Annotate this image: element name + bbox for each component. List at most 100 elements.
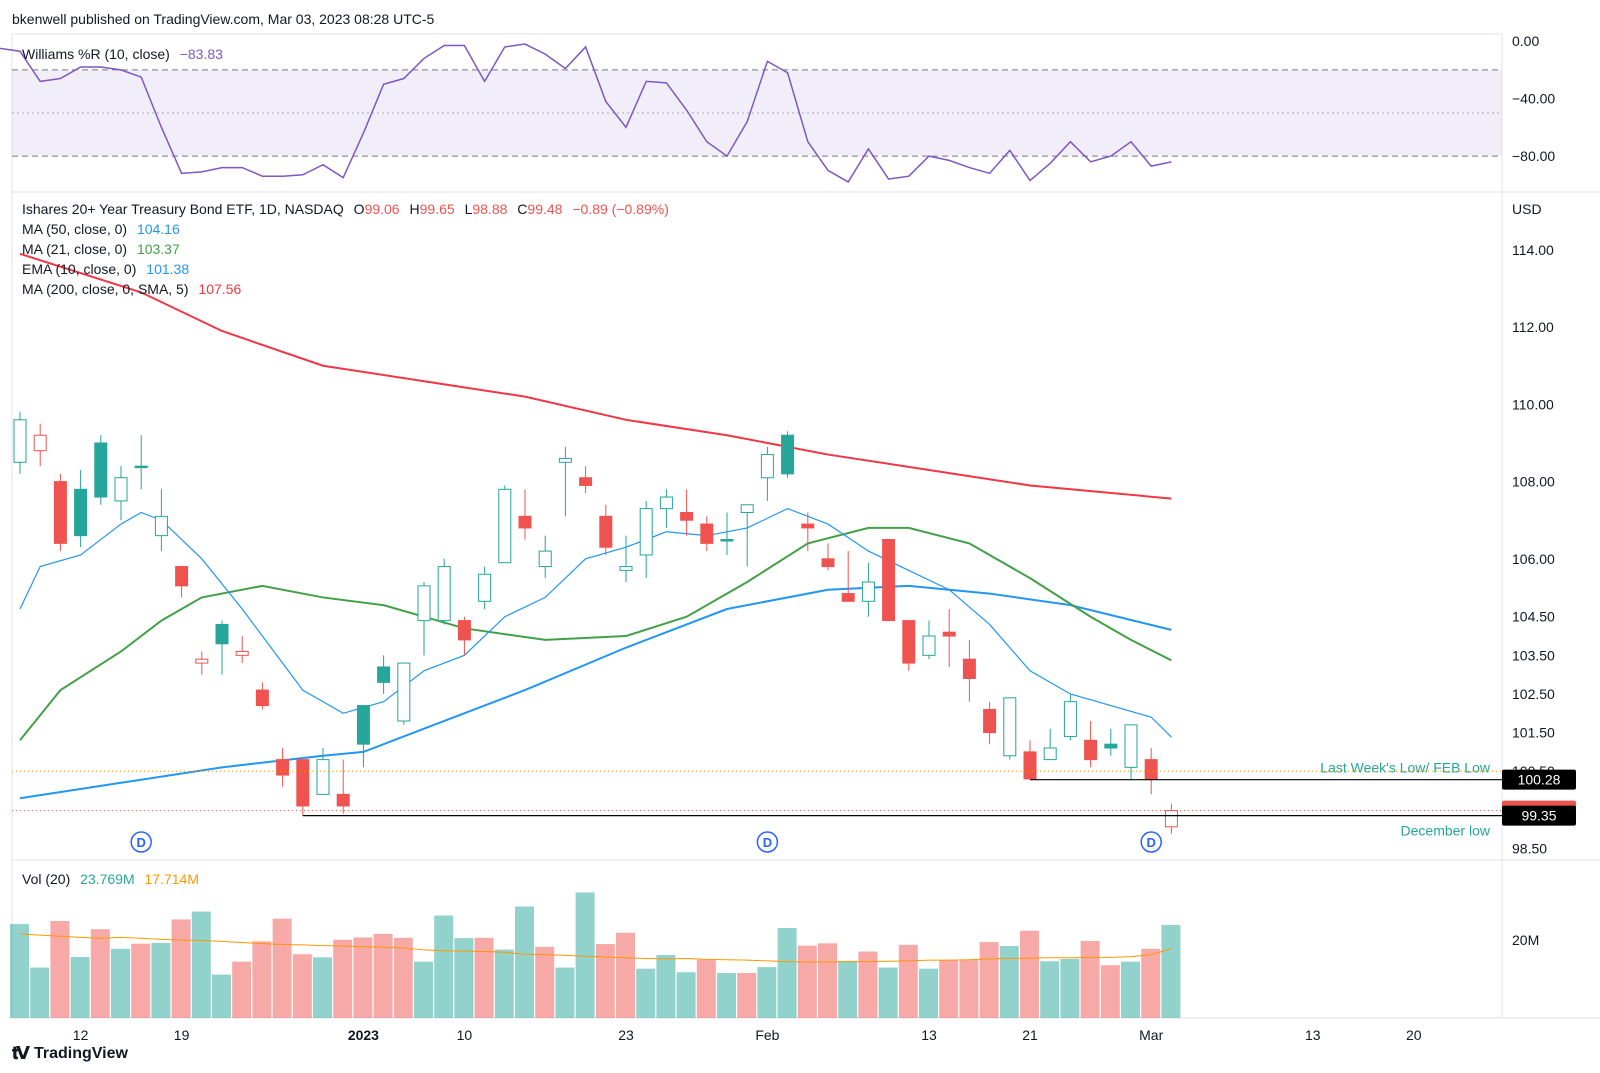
candle[interactable] (1084, 720, 1098, 768)
ma200-legend[interactable]: MA (200, close, 0, SMA, 5) 107.56 (22, 281, 241, 297)
candle[interactable] (175, 566, 189, 598)
candle[interactable] (255, 682, 269, 710)
volume-bar[interactable] (252, 941, 272, 1018)
volume-bar[interactable] (1040, 961, 1060, 1018)
candle[interactable] (235, 636, 249, 664)
ema10-line[interactable] (19, 507, 1172, 738)
candle[interactable] (215, 620, 229, 675)
ma21-line[interactable] (19, 526, 1172, 741)
dividend-marker[interactable]: D (1140, 831, 1162, 853)
volume-bar[interactable] (676, 972, 696, 1018)
candle[interactable] (942, 609, 956, 667)
volume-bar[interactable] (212, 974, 231, 1018)
volume-bar[interactable] (232, 961, 252, 1018)
candle[interactable] (579, 466, 593, 494)
volume-bar[interactable] (1020, 930, 1039, 1018)
volume-bar[interactable] (1100, 965, 1120, 1018)
volume-bar[interactable] (50, 920, 70, 1018)
volume-bar[interactable] (272, 918, 292, 1018)
volume-bar[interactable] (595, 944, 615, 1018)
ma50-line[interactable] (19, 584, 1172, 800)
candle[interactable] (53, 473, 67, 552)
ma50-legend[interactable]: MA (50, close, 0) 104.16 (22, 221, 180, 237)
volume-bar[interactable] (454, 938, 474, 1018)
volume-bar[interactable] (30, 967, 50, 1018)
volume-bar[interactable] (333, 939, 353, 1018)
volume-bar[interactable] (414, 961, 433, 1018)
candle[interactable] (1023, 740, 1037, 780)
ma21-legend[interactable]: MA (21, close, 0) 103.37 (22, 241, 180, 257)
candle[interactable] (538, 535, 552, 579)
volume-bar[interactable] (474, 937, 494, 1018)
candle[interactable] (518, 489, 532, 540)
volume-bar[interactable] (858, 951, 878, 1019)
candle[interactable] (1043, 728, 1057, 761)
candle[interactable] (1144, 748, 1158, 795)
volume-bar[interactable] (70, 956, 90, 1018)
candle[interactable] (498, 485, 512, 564)
candle[interactable] (599, 504, 613, 555)
williams-legend[interactable]: Williams %R (10, close) −83.83 (22, 46, 223, 62)
volume-bar[interactable] (292, 954, 312, 1018)
candle[interactable] (276, 748, 290, 787)
dividend-marker[interactable]: D (130, 831, 152, 853)
candle[interactable] (619, 535, 633, 582)
candle[interactable] (700, 516, 714, 552)
candle[interactable] (801, 512, 815, 552)
candlestick-series[interactable] (13, 412, 1178, 834)
candle[interactable] (457, 616, 471, 656)
volume-bar[interactable] (717, 973, 736, 1018)
candle[interactable] (1164, 804, 1178, 834)
candle[interactable] (680, 489, 694, 536)
volume-bar[interactable] (494, 949, 514, 1018)
volume-bar[interactable] (353, 937, 373, 1018)
volume-bar[interactable] (191, 911, 211, 1018)
volume-bar[interactable] (737, 973, 757, 1018)
ma200-line[interactable] (19, 252, 1172, 500)
volume-bar[interactable] (1060, 958, 1080, 1018)
candle[interactable] (114, 466, 128, 521)
candle[interactable] (720, 512, 734, 555)
candle[interactable] (821, 543, 835, 571)
candle[interactable] (1063, 693, 1077, 741)
candle[interactable] (397, 662, 411, 725)
volume-bar[interactable] (999, 946, 1019, 1018)
volume-bar[interactable] (818, 943, 837, 1018)
volume-bar[interactable] (1141, 948, 1161, 1018)
williams-line[interactable] (0, 43, 1172, 183)
volume-bar[interactable] (151, 942, 171, 1018)
candle[interactable] (558, 446, 572, 517)
candle[interactable] (377, 655, 391, 694)
candle[interactable] (781, 431, 795, 478)
candle[interactable] (316, 748, 330, 795)
candle[interactable] (296, 759, 310, 816)
volume-bar[interactable] (575, 892, 595, 1018)
candle[interactable] (13, 412, 27, 474)
candle[interactable] (1104, 728, 1118, 756)
candle[interactable] (861, 562, 875, 617)
volume-bar[interactable] (10, 924, 29, 1018)
candle[interactable] (94, 435, 108, 505)
volume-bar[interactable] (696, 959, 716, 1018)
symbol-legend[interactable]: Ishares 20+ Year Treasury Bond ETF, 1D, … (22, 201, 669, 217)
annotation-lines[interactable]: Last Week's Low/ FEB Low December low (12, 760, 1502, 839)
volume-bar[interactable] (898, 944, 918, 1018)
candle[interactable] (760, 446, 774, 501)
volume-bar[interactable] (1080, 940, 1100, 1018)
candle[interactable] (841, 551, 855, 602)
volume-bar[interactable] (878, 967, 898, 1018)
candle[interactable] (195, 651, 209, 675)
volume-bar[interactable] (919, 968, 938, 1018)
volume-bar[interactable] (434, 915, 454, 1018)
volume-bar[interactable] (515, 906, 534, 1018)
volume-bar[interactable] (131, 943, 151, 1018)
candle[interactable] (882, 539, 896, 622)
volume-bar[interactable] (535, 946, 555, 1018)
candle[interactable] (478, 566, 492, 610)
candle[interactable] (1003, 697, 1017, 760)
volume-ma-line[interactable] (19, 933, 1172, 963)
candle[interactable] (902, 620, 916, 671)
tradingview-logo[interactable]: 𝐭𝗩 TradingView (12, 1043, 128, 1064)
